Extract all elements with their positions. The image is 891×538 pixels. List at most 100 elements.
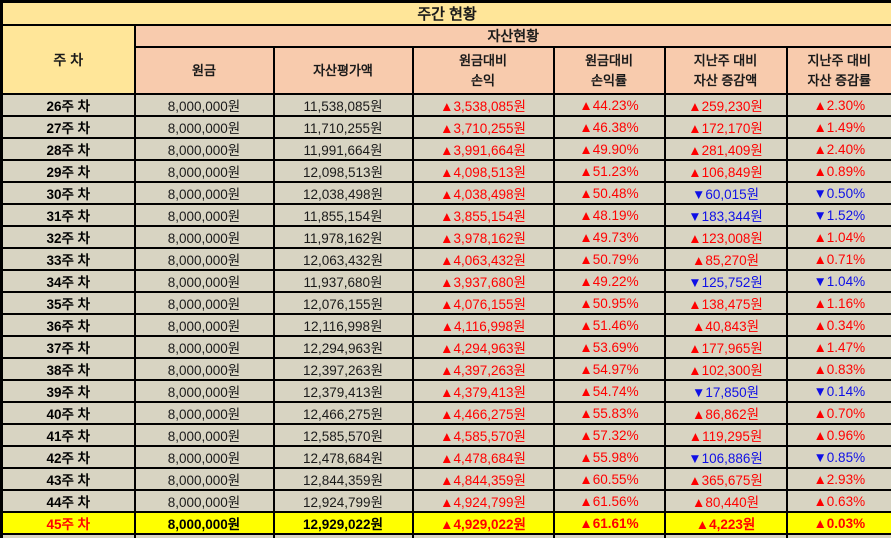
week-cell: 29주 차	[0, 159, 136, 183]
column-header-principal: 원금	[133, 46, 275, 95]
week-cell: 30주 차	[0, 181, 136, 205]
pl-cell: ▲4,929,022원	[411, 511, 555, 535]
week-cell: 41주 차	[0, 423, 136, 447]
valuation-cell: 12,466,275원	[272, 401, 414, 425]
week-cell: 37주 차	[0, 335, 136, 359]
pl-cell: ▲4,098,513원	[411, 159, 555, 183]
week-cell: 38주 차	[0, 357, 136, 381]
column-header-pl-rate: 원금대비 손익률	[552, 46, 666, 95]
pl_rate-cell: ▲60.55%	[552, 467, 666, 491]
pl-cell: ▲4,397,263원	[411, 357, 555, 381]
wow_amount-cell: ▼125,752원	[663, 269, 788, 293]
title-row: 주간 현황	[0, 0, 891, 26]
pl_rate-cell: ▲54.74%	[552, 379, 666, 403]
principal-cell: 8,000,000원	[133, 467, 275, 491]
table-row: 29주 차 8,000,000원 12,098,513원 ▲4,098,513원 ▲51…	[0, 159, 891, 183]
pl-cell: ▲4,116,998원	[411, 313, 555, 337]
valuation-cell: 11,978,162원	[272, 225, 414, 249]
week-cell: 27주 차	[0, 115, 136, 139]
column-header-wow-amount: 지난주 대비 자산 증감액	[663, 46, 788, 95]
valuation-cell: 12,063,432원	[272, 247, 414, 271]
table-row: 43주 차 8,000,000원 12,844,359원 ▲4,844,359원 ▲60…	[0, 467, 891, 491]
valuation-cell: 12,116,998원	[272, 313, 414, 337]
valuation-cell: 11,991,664원	[272, 137, 414, 161]
week-cell: 32주 차	[0, 225, 136, 249]
wow_rate-cell: ▲1.16%	[785, 291, 891, 315]
wow_rate-cell: ▲0.70%	[785, 401, 891, 425]
empty-cell	[411, 533, 555, 538]
wow_amount-cell: ▲123,008원	[663, 225, 788, 249]
wow_rate-cell: ▲2.93%	[785, 467, 891, 491]
pl-cell: ▲4,585,570원	[411, 423, 555, 447]
week-cell: 31주 차	[0, 203, 136, 227]
column-header-valuation: 자산평가액	[272, 46, 414, 95]
wow_rate-cell: ▲0.83%	[785, 357, 891, 381]
wow_rate-cell: ▲0.96%	[785, 423, 891, 447]
pl_rate-cell: ▲57.32%	[552, 423, 666, 447]
wow_amount-cell: ▲106,849원	[663, 159, 788, 183]
wow_rate-cell: ▲0.34%	[785, 313, 891, 337]
empty-cell	[133, 533, 275, 538]
table-row: 28주 차 8,000,000원 11,991,664원 ▲3,991,664원 ▲49…	[0, 137, 891, 161]
table-row: 33주 차 8,000,000원 12,063,432원 ▲4,063,432원 ▲50…	[0, 247, 891, 271]
valuation-cell: 12,098,513원	[272, 159, 414, 183]
principal-cell: 8,000,000원	[133, 445, 275, 469]
valuation-cell: 12,478,684원	[272, 445, 414, 469]
week-column-header: 주 차	[0, 24, 136, 95]
pl_rate-cell: ▲51.46%	[552, 313, 666, 337]
pl_rate-cell: ▲49.22%	[552, 269, 666, 293]
pl_rate-cell: ▲51.23%	[552, 159, 666, 183]
week-cell: 40주 차	[0, 401, 136, 425]
wow_rate-cell: ▼1.52%	[785, 203, 891, 227]
valuation-cell: 11,937,680원	[272, 269, 414, 293]
wow_rate-cell: ▲0.63%	[785, 489, 891, 513]
column-header-wow-rate: 지난주 대비 자산 증감률	[785, 46, 891, 95]
wow_rate-cell: ▲2.40%	[785, 137, 891, 161]
pl_rate-cell: ▲44.23%	[552, 93, 666, 117]
valuation-cell: 11,855,154원	[272, 203, 414, 227]
wow_amount-cell: ▲281,409원	[663, 137, 788, 161]
wow_amount-cell: ▲365,675원	[663, 467, 788, 491]
wow_rate-cell: ▼0.14%	[785, 379, 891, 403]
wow_amount-cell: ▲85,270원	[663, 247, 788, 271]
week-cell: 42주 차	[0, 445, 136, 469]
week-cell: 35주 차	[0, 291, 136, 315]
week-cell: 26주 차	[0, 93, 136, 117]
pl_rate-cell: ▲55.83%	[552, 401, 666, 425]
column-header-row: 원금 자산평가액 원금대비 손익 원금대비 손익률 지난주 대비 자산 증감액 지난주 대…	[2, 46, 891, 95]
principal-cell: 8,000,000원	[133, 401, 275, 425]
pl-cell: ▲3,538,085원	[411, 93, 555, 117]
principal-cell: 8,000,000원	[133, 93, 275, 117]
table-row: 40주 차 8,000,000원 12,466,275원 ▲4,466,275원 ▲55…	[0, 401, 891, 425]
wow_rate-cell: ▲0.89%	[785, 159, 891, 183]
pl_rate-cell: ▲49.90%	[552, 137, 666, 161]
pl_rate-cell: ▲61.56%	[552, 489, 666, 513]
table-row: 32주 차 8,000,000원 11,978,162원 ▲3,978,162원 ▲49…	[0, 225, 891, 249]
pl_rate-cell: ▲46.38%	[552, 115, 666, 139]
principal-cell: 8,000,000원	[133, 357, 275, 381]
table-row: 30주 차 8,000,000원 12,038,498원 ▲4,038,498원 ▲50…	[0, 181, 891, 205]
wow_amount-cell: ▲138,475원	[663, 291, 788, 315]
valuation-cell: 12,076,155원	[272, 291, 414, 315]
wow_amount-cell: ▲4,223원	[663, 511, 788, 535]
column-header-pl: 원금대비 손익	[411, 46, 555, 95]
principal-cell: 8,000,000원	[133, 159, 275, 183]
wow_rate-cell: ▲0.03%	[785, 511, 891, 535]
empty-cell	[0, 533, 136, 538]
pl-cell: ▲4,478,684원	[411, 445, 555, 469]
valuation-cell: 12,844,359원	[272, 467, 414, 491]
principal-cell: 8,000,000원	[133, 115, 275, 139]
pl_rate-cell: ▲50.48%	[552, 181, 666, 205]
week-cell: 39주 차	[0, 379, 136, 403]
valuation-cell: 12,585,570원	[272, 423, 414, 447]
wow_rate-cell: ▼1.04%	[785, 269, 891, 293]
table-row: 44주 차 8,000,000원 12,924,799원 ▲4,924,799원 ▲61…	[0, 489, 891, 513]
pl_rate-cell: ▲50.95%	[552, 291, 666, 315]
table-row: 41주 차 8,000,000원 12,585,570원 ▲4,585,570원 ▲57…	[0, 423, 891, 447]
empty-cell	[552, 533, 666, 538]
pl-cell: ▲3,710,255원	[411, 115, 555, 139]
week-cell: 34주 차	[0, 269, 136, 293]
pl-cell: ▲4,924,799원	[411, 489, 555, 513]
wow_amount-cell: ▼183,344원	[663, 203, 788, 227]
